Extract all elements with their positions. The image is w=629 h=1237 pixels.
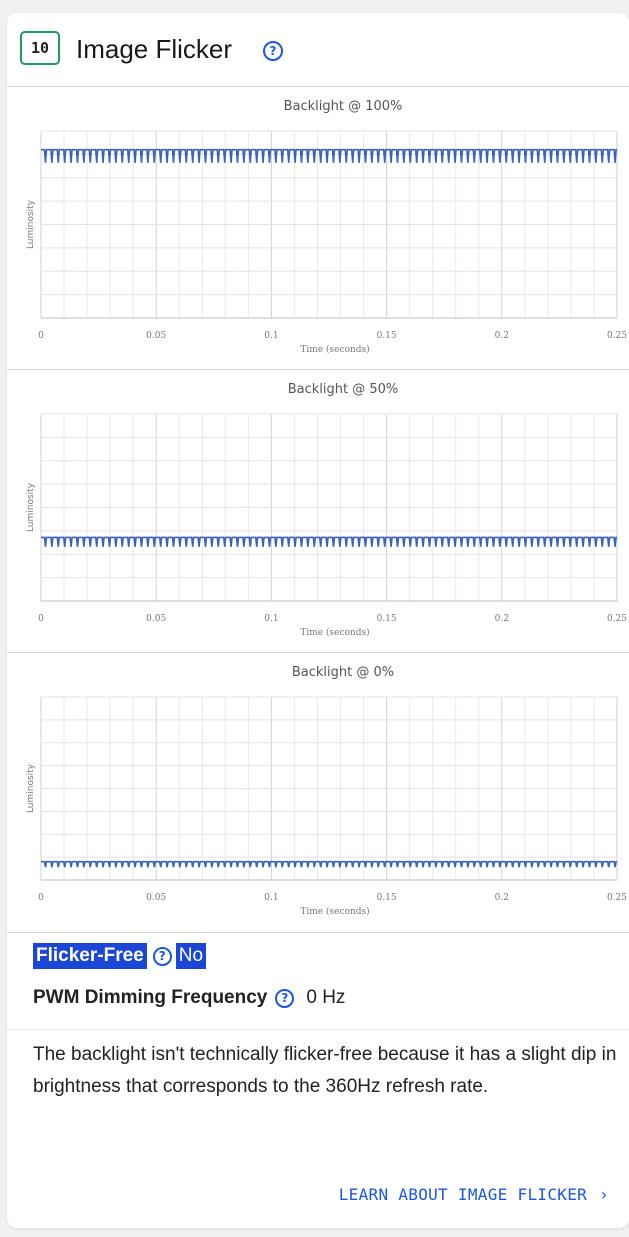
chart-svg-50: Backlight @ 50% Luminosity 0 0.05 0.1 0.15 0.2…: [26, 382, 627, 638]
x-tick-label: 0.1: [264, 893, 278, 903]
chart-title: Backlight @ 0%: [292, 665, 394, 680]
chart-backlight-0: Backlight @ 0% Luminosity 0 0.05 0.1 0.15 0.2 0…: [7, 652, 629, 933]
chart-title: Backlight @ 100%: [284, 99, 403, 114]
learn-more-link[interactable]: LEARN ABOUT IMAGE FLICKER ›: [339, 1185, 609, 1204]
flicker-description: The backlight isn't technically flicker-…: [33, 1044, 617, 1097]
x-tick-label: 0.1: [264, 331, 278, 341]
x-tick-label: 0.15: [377, 893, 397, 903]
image-flicker-card: 10 Image Flicker ? Backlight @ 100% Lumin…: [7, 13, 629, 1228]
chart-backlight-50: Backlight @ 50% Luminosity 0 0.05 0.1 0.15 0.2…: [7, 369, 629, 653]
x-axis-label: Time (seconds): [300, 906, 369, 917]
x-tick-label: 0.2: [495, 614, 509, 624]
help-icon[interactable]: ?: [152, 946, 172, 966]
x-tick-label: 0.25: [607, 331, 627, 341]
score-badge: 10: [20, 31, 60, 65]
chart-svg-100: Backlight @ 100% Luminosity 0 0.05 0.1 0.15 0.…: [26, 99, 627, 355]
x-tick-label: 0.2: [495, 893, 509, 903]
card-header: 10 Image Flicker ?: [7, 13, 629, 86]
y-axis-label: Luminosity: [26, 199, 36, 249]
chart-svg-0: Backlight @ 0% Luminosity 0 0.05 0.1 0.15 0.2 0…: [26, 665, 627, 917]
x-axis-label: Time (seconds): [300, 627, 369, 638]
x-tick-label: 0.25: [607, 893, 627, 903]
section-title: Image Flicker: [76, 34, 233, 64]
x-tick-label: 0.25: [607, 614, 627, 624]
x-tick-label: 0.15: [377, 331, 397, 341]
flicker-free-label: Flicker-Free: [33, 943, 147, 969]
pwm-frequency-row: PWM Dimming Frequency ? 0 Hz: [33, 987, 345, 1009]
x-tick-label: 0.15: [377, 614, 397, 624]
x-tick-label: 0: [38, 893, 44, 903]
x-tick-label: 0.05: [146, 614, 166, 624]
y-axis-label: Luminosity: [26, 763, 36, 813]
x-tick-label: 0: [38, 614, 44, 624]
flicker-free-value: No: [175, 943, 207, 969]
flicker-free-row: Flicker-Free ? No: [33, 943, 207, 969]
x-tick-label: 0.05: [146, 893, 166, 903]
luminosity-series-line: [41, 860, 617, 868]
luminosity-series-line: [41, 536, 617, 547]
help-icon[interactable]: ?: [263, 41, 283, 61]
divider: [7, 1029, 629, 1030]
x-tick-label: 0: [38, 331, 44, 341]
help-icon[interactable]: ?: [275, 988, 295, 1008]
luminosity-series-line: [41, 148, 617, 163]
x-axis-label: Time (seconds): [300, 344, 369, 355]
y-axis-label: Luminosity: [26, 482, 36, 532]
chart-backlight-100: Backlight @ 100% Luminosity 0 0.05 0.1 0.15 0.…: [7, 86, 629, 370]
x-tick-label: 0.2: [495, 331, 509, 341]
pwm-frequency-value: 0 Hz: [306, 987, 346, 1008]
x-tick-label: 0.05: [146, 331, 166, 341]
chart-title: Backlight @ 50%: [288, 382, 399, 397]
learn-more-label: LEARN ABOUT IMAGE FLICKER: [338, 1185, 588, 1204]
pwm-frequency-label: PWM Dimming Frequency: [33, 987, 268, 1008]
chevron-right-icon: ›: [599, 1185, 609, 1204]
x-tick-label: 0.1: [264, 614, 278, 624]
